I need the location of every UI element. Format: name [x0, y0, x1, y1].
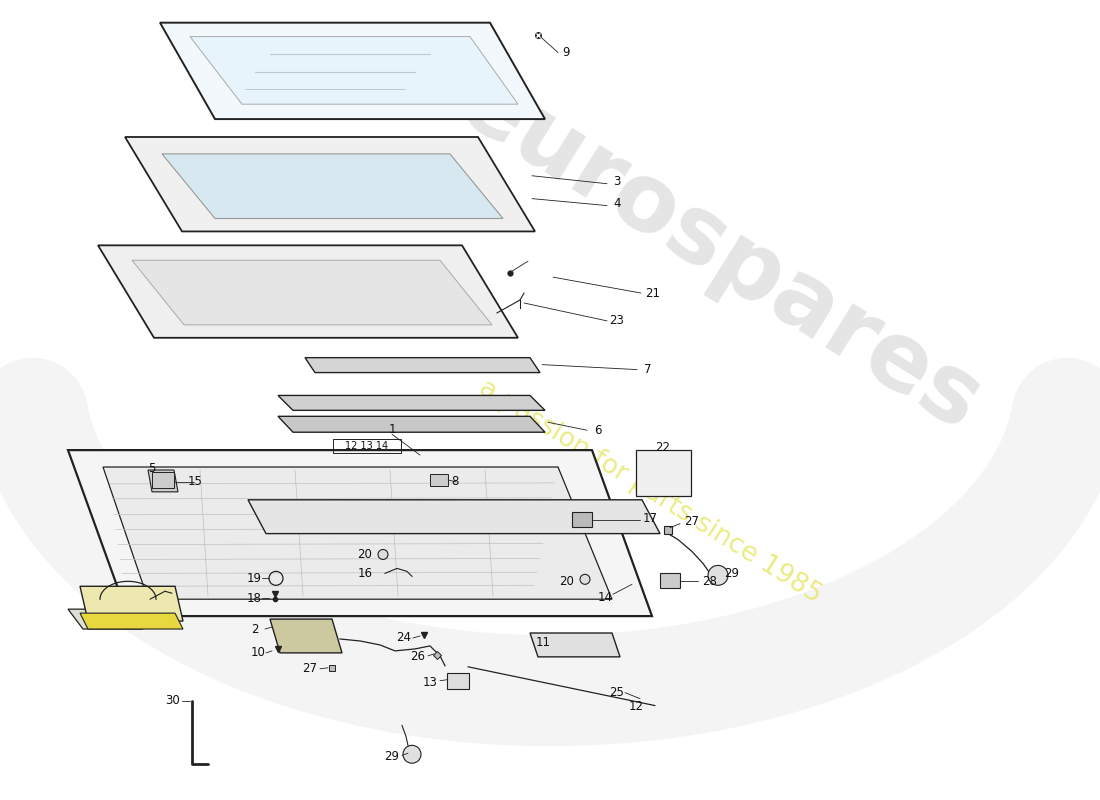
Text: 27: 27	[684, 515, 700, 528]
Polygon shape	[148, 470, 178, 492]
Text: 6: 6	[594, 424, 602, 437]
Text: 17: 17	[642, 512, 658, 525]
Polygon shape	[248, 500, 660, 534]
Polygon shape	[190, 37, 518, 104]
Polygon shape	[68, 609, 143, 629]
Text: a passion for parts since 1985: a passion for parts since 1985	[474, 375, 826, 609]
Text: 2: 2	[251, 622, 258, 635]
Text: 3: 3	[614, 175, 620, 188]
Polygon shape	[132, 260, 492, 325]
Text: 5: 5	[148, 462, 156, 474]
Text: 29: 29	[385, 750, 399, 762]
Text: 10: 10	[251, 646, 265, 659]
Text: 4: 4	[614, 197, 620, 210]
Text: 12: 12	[628, 700, 643, 713]
Text: 22: 22	[656, 441, 671, 454]
Bar	[333, 439, 402, 453]
Text: 25: 25	[609, 686, 625, 699]
Text: 29: 29	[725, 567, 739, 580]
Circle shape	[708, 566, 728, 586]
Text: 20: 20	[560, 575, 574, 588]
Polygon shape	[162, 154, 503, 218]
Bar	[447, 673, 469, 689]
Bar	[660, 574, 680, 588]
Polygon shape	[80, 586, 183, 621]
Bar	[636, 450, 691, 496]
Text: 26: 26	[410, 650, 426, 663]
Polygon shape	[103, 467, 612, 599]
Polygon shape	[160, 22, 544, 119]
Bar	[430, 474, 448, 486]
Text: 7: 7	[645, 363, 651, 376]
Bar	[572, 512, 592, 526]
Text: 27: 27	[302, 662, 318, 675]
Text: 8: 8	[451, 475, 459, 489]
Text: 12 13 14: 12 13 14	[345, 441, 388, 451]
Text: 20: 20	[358, 548, 373, 561]
Text: 1: 1	[388, 422, 396, 436]
Text: 24: 24	[396, 631, 411, 645]
Text: 13: 13	[422, 676, 438, 690]
Polygon shape	[278, 395, 544, 410]
Text: 14: 14	[597, 590, 613, 604]
Circle shape	[378, 550, 388, 559]
Text: 19: 19	[246, 572, 262, 585]
Polygon shape	[80, 613, 183, 629]
Text: 16: 16	[358, 567, 373, 580]
Text: 30: 30	[166, 694, 180, 707]
Text: 9: 9	[562, 46, 570, 59]
Text: 15: 15	[188, 475, 202, 489]
Bar	[152, 472, 174, 488]
Text: eurospares: eurospares	[442, 56, 998, 450]
Polygon shape	[270, 619, 342, 653]
Text: 21: 21	[646, 286, 660, 299]
Circle shape	[580, 574, 590, 584]
Text: 28: 28	[703, 575, 717, 588]
Text: 18: 18	[246, 592, 262, 605]
Text: 11: 11	[536, 637, 550, 650]
Polygon shape	[125, 137, 535, 231]
Polygon shape	[68, 450, 652, 616]
Polygon shape	[278, 416, 544, 432]
Text: 23: 23	[609, 314, 625, 327]
Polygon shape	[98, 246, 518, 338]
Circle shape	[403, 746, 421, 763]
Polygon shape	[530, 633, 620, 657]
Polygon shape	[305, 358, 540, 373]
